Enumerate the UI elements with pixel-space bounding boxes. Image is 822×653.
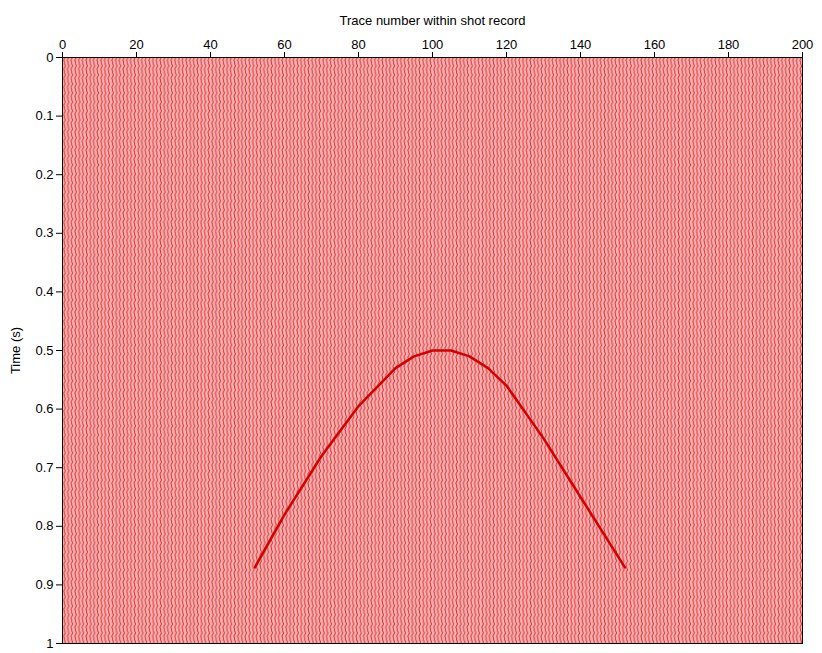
svg-text:0.3: 0.3 — [35, 225, 53, 240]
svg-text:0: 0 — [59, 37, 66, 52]
svg-text:20: 20 — [129, 37, 143, 52]
svg-text:180: 180 — [718, 37, 740, 52]
svg-text:60: 60 — [277, 37, 291, 52]
svg-text:0.5: 0.5 — [35, 343, 53, 358]
svg-text:0.2: 0.2 — [35, 167, 53, 182]
svg-text:0.6: 0.6 — [35, 401, 53, 416]
svg-text:0.4: 0.4 — [35, 284, 53, 299]
svg-text:200: 200 — [792, 37, 814, 52]
svg-text:0.7: 0.7 — [35, 460, 53, 475]
svg-text:140: 140 — [570, 37, 592, 52]
svg-text:100: 100 — [422, 37, 444, 52]
svg-text:0.8: 0.8 — [35, 518, 53, 533]
svg-text:Time (s): Time (s) — [8, 327, 23, 374]
svg-text:0.9: 0.9 — [35, 577, 53, 592]
svg-text:160: 160 — [644, 37, 666, 52]
svg-text:0.1: 0.1 — [35, 108, 53, 123]
svg-text:80: 80 — [351, 37, 365, 52]
svg-text:120: 120 — [496, 37, 518, 52]
svg-text:40: 40 — [203, 37, 217, 52]
svg-text:1: 1 — [46, 636, 53, 651]
svg-text:Trace number within shot recor: Trace number within shot record — [340, 13, 526, 28]
svg-text:0: 0 — [46, 50, 53, 65]
